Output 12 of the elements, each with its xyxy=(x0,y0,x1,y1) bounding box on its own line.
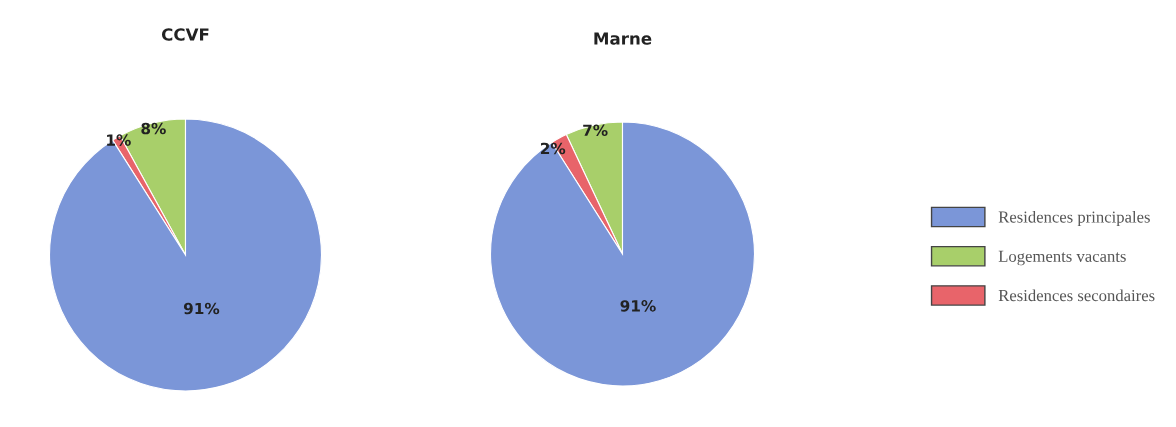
data-label: 2% xyxy=(540,142,566,155)
legend-label: Logements vacants xyxy=(998,250,1126,266)
chart-title: Marne xyxy=(594,32,652,45)
pie-slice xyxy=(48,118,323,392)
chart-title: CCVF xyxy=(161,28,209,41)
legend-label: Residences secondaires xyxy=(998,289,1155,302)
data-label: 91% xyxy=(620,300,656,312)
pie-slice xyxy=(489,121,756,387)
data-label: 91% xyxy=(183,302,220,315)
data-label: 7% xyxy=(583,124,608,137)
data-label: 8% xyxy=(141,122,166,135)
legend-label: Residences principales xyxy=(998,210,1150,227)
